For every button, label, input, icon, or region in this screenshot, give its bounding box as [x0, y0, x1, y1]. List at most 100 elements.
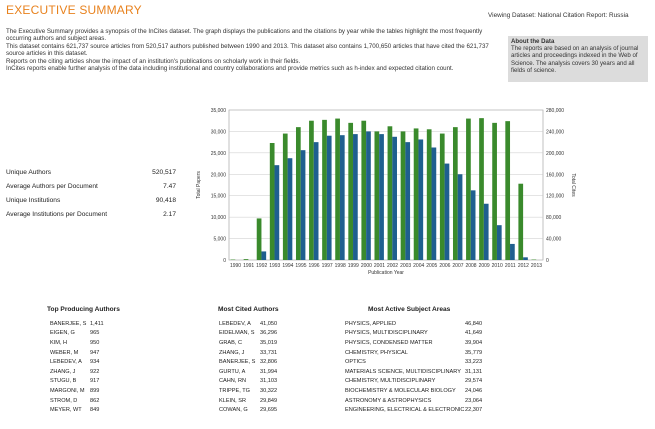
- row-name[interactable]: KIM, H: [50, 339, 68, 346]
- table-row: EIDELMAN, S 36,296: [219, 329, 286, 339]
- row-name[interactable]: WEBER, M: [50, 349, 79, 356]
- bar-papers: [518, 183, 524, 260]
- row-value: 950: [90, 339, 100, 346]
- row-name[interactable]: STUGU, B: [50, 378, 77, 385]
- row-name[interactable]: ZHANG, J: [50, 368, 76, 375]
- bar-cites: [379, 134, 384, 260]
- x-tick-label: 2011: [505, 263, 516, 269]
- row-name[interactable]: KLEIN, SR: [219, 397, 247, 404]
- row-name[interactable]: ASTRONOMY & ASTROPHYSICS: [345, 397, 432, 404]
- row-name[interactable]: EIGEN, G: [50, 330, 75, 337]
- bar-papers: [452, 127, 458, 260]
- bar-cites: [470, 190, 476, 260]
- row-name[interactable]: PHYSICS, APPLIED: [345, 320, 396, 327]
- row-value: 29,849: [260, 397, 278, 404]
- row-value: 31,131: [465, 368, 483, 375]
- x-tick-label: 1990: [230, 263, 241, 269]
- table-row: BANERJEE, S 1,411: [50, 319, 110, 329]
- row-name[interactable]: LEBEDEV, A: [50, 359, 82, 366]
- y-tick-right: 200,000: [546, 151, 564, 157]
- row-value: 947: [90, 349, 100, 356]
- x-tick-label: 2008: [465, 263, 476, 269]
- most-active-subject-areas-table: PHYSICS, APPLIED 46,840 PHYSICS, MULTIDISC…: [345, 319, 493, 415]
- stat-label: Unique Institutions: [6, 196, 61, 204]
- row-value: 29,574: [465, 378, 483, 385]
- row-name[interactable]: PHYSICS, MULTIDISCIPLINARY: [345, 330, 428, 337]
- row-name[interactable]: MATERIALS SCIENCE, MULTIDISCIPLINARY: [345, 368, 461, 375]
- top-producing-authors-title: Top Producing Authors: [47, 306, 120, 313]
- row-name[interactable]: OPTICS: [345, 359, 366, 366]
- stat-label: Unique Authors: [6, 169, 52, 177]
- table-row: GRAB, C 35,019: [219, 338, 286, 348]
- viewing-dataset-label: Viewing Dataset: National Citation Repor…: [488, 12, 629, 19]
- row-name[interactable]: ENGINEERING, ELECTRICAL & ELECTRONIC: [345, 407, 465, 414]
- row-name[interactable]: MEYER, WT: [50, 407, 82, 414]
- row-value: 23,064: [465, 397, 483, 404]
- row-name[interactable]: BANERJEE, S: [50, 320, 87, 327]
- row-name[interactable]: GURTU, A: [219, 368, 246, 375]
- row-name[interactable]: PHYSICS, CONDENSED MATTER: [345, 339, 433, 346]
- y-tick-right: 80,000: [546, 215, 562, 221]
- table-row: PHYSICS, APPLIED 46,840: [345, 319, 493, 329]
- bar-cites: [366, 131, 371, 260]
- row-name[interactable]: TRIPPE, TG: [219, 387, 250, 394]
- row-name[interactable]: LEBEDEV, A: [219, 320, 251, 327]
- row-name[interactable]: BANERJEE, S: [219, 359, 256, 366]
- table-row: LEBEDEV, A 934: [50, 357, 110, 367]
- intro-paragraph: InCites reports enable further analysis …: [6, 65, 454, 73]
- stat-value: 2.17: [163, 210, 176, 218]
- bar-papers: [374, 131, 380, 260]
- row-value: 31,994: [260, 368, 278, 375]
- bar-cites: [457, 174, 463, 260]
- row-name[interactable]: GRAB, C: [219, 339, 243, 346]
- row-name[interactable]: STROM, D: [50, 397, 78, 404]
- bar-papers: [505, 121, 511, 261]
- row-value: 30,322: [260, 387, 278, 394]
- about-the-data-box: About the Data The reports are based on …: [508, 36, 648, 82]
- y-tick-left: 10,000: [211, 215, 227, 221]
- row-value: 33,223: [465, 359, 483, 366]
- y-tick-left: 35,000: [211, 108, 227, 114]
- bar-cites: [405, 142, 411, 260]
- row-value: 922: [90, 368, 100, 375]
- row-value: 899: [90, 387, 100, 394]
- bar-cites: [353, 134, 358, 260]
- y-tick-right: 280,000: [546, 108, 564, 114]
- table-row: GURTU, A 31,994: [219, 367, 286, 377]
- row-name[interactable]: COWAN, G: [219, 407, 248, 414]
- publications-citations-chart: 0 0 5,000 40,000 10,000 80,000 15,000 120,000 20…: [196, 106, 576, 283]
- table-row: ZHANG, J 33,731: [219, 348, 286, 358]
- bar-cites: [313, 142, 319, 260]
- stat-label: Average Institutions per Document: [6, 210, 108, 218]
- stat-row: Average Institutions per Document 2.17: [6, 207, 176, 221]
- table-row: PHYSICS, MULTIDISCIPLINARY 41,649: [345, 329, 493, 339]
- x-tick-label: 2012: [518, 263, 529, 269]
- row-name[interactable]: CAHN, RN: [219, 378, 247, 385]
- row-name[interactable]: MARGONI, M: [50, 387, 85, 394]
- bar-papers: [466, 118, 471, 260]
- x-tick-label: 1995: [295, 263, 306, 269]
- row-value: 24,046: [465, 387, 483, 394]
- bar-cites: [418, 139, 424, 260]
- bar-papers: [413, 128, 419, 260]
- stat-value: 520,517: [152, 169, 176, 177]
- bar-cites: [287, 158, 293, 260]
- summary-stats: Unique Authors 520,517 Average Authors p…: [6, 166, 176, 221]
- table-row: PHYSICS, CONDENSED MATTER 39,904: [345, 338, 493, 348]
- bar-cites: [339, 135, 345, 260]
- x-tick-label: 2002: [387, 263, 398, 269]
- row-value: 36,296: [260, 330, 278, 337]
- table-row: CAHN, RN 31,103: [219, 377, 286, 387]
- y-tick-left: 20,000: [211, 172, 227, 178]
- row-value: 917: [90, 378, 100, 385]
- x-tick-label: 2007: [452, 263, 463, 269]
- row-name[interactable]: CHEMISTRY, MULTIDISCIPLINARY: [345, 378, 436, 385]
- bar-cites: [274, 165, 280, 260]
- row-name[interactable]: EIDELMAN, S: [219, 330, 255, 337]
- x-tick-label: 1992: [256, 263, 267, 269]
- row-name[interactable]: BIOCHEMISTRY & MOLECULAR BIOLOGY: [345, 387, 456, 394]
- row-name[interactable]: CHEMISTRY, PHYSICAL: [345, 349, 408, 356]
- row-value: 35,779: [465, 349, 483, 356]
- row-name[interactable]: ZHANG, J: [219, 349, 245, 356]
- y-tick-left: 0: [223, 258, 226, 264]
